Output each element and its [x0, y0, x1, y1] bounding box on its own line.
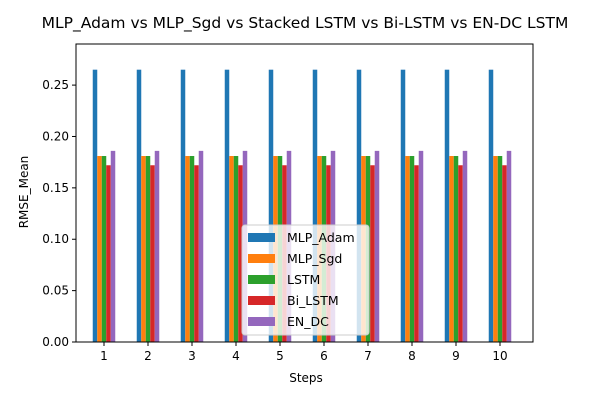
bar-bi-lstm-step-7	[370, 165, 375, 342]
y-tick-label: 0.20	[42, 129, 69, 143]
bar-mlp-adam-step-2	[136, 69, 142, 342]
bar-bi-lstm-step-4	[238, 165, 243, 342]
bar-bi-lstm-step-1	[106, 165, 111, 342]
bar-bi-lstm-step-3	[194, 165, 199, 342]
bar-en-dc-step-1	[110, 150, 116, 342]
bar-lstm-step-10	[497, 156, 503, 342]
bar-bi-lstm-step-10	[502, 165, 507, 342]
legend-swatch-lstm	[248, 275, 275, 284]
x-tick-label: 6	[320, 349, 328, 363]
x-tick-label: 7	[364, 349, 372, 363]
y-tick-label: 0.10	[42, 232, 69, 246]
bar-lstm-step-8	[409, 156, 415, 342]
x-tick-label: 3	[188, 349, 196, 363]
bar-mlp-adam-step-10	[488, 69, 494, 342]
legend-swatch-en-dc	[248, 317, 275, 326]
legend-swatch-mlp-sgd	[248, 254, 275, 263]
bar-mlp-adam-step-8	[400, 69, 406, 342]
bar-mlp-adam-step-4	[224, 69, 230, 342]
bar-mlp-adam-step-7	[356, 69, 362, 342]
y-axis-label: RMSE_Mean	[17, 156, 31, 229]
bar-lstm-step-4	[233, 156, 239, 342]
legend-label-lstm: LSTM	[287, 272, 320, 287]
legend-swatch-mlp-adam	[248, 233, 275, 242]
bar-en-dc-step-10	[506, 150, 512, 342]
legend-swatch-bi-lstm	[248, 296, 275, 305]
x-tick-label: 5	[276, 349, 284, 363]
legend-label-bi-lstm: Bi_LSTM	[287, 293, 339, 308]
bar-mlp-adam-step-6	[312, 69, 318, 342]
x-tick-label: 9	[452, 349, 460, 363]
bar-lstm-step-1	[101, 156, 107, 342]
bar-mlp-adam-step-9	[444, 69, 450, 342]
y-tick-label: 0.05	[42, 284, 69, 298]
legend-box	[241, 224, 370, 336]
legend: MLP_Adam MLP_Sgd LSTM Bi_LSTM EN_DC	[241, 224, 370, 336]
bar-lstm-step-3	[189, 156, 195, 342]
bar-en-dc-step-9	[462, 150, 468, 342]
legend-label-mlp-adam: MLP_Adam	[287, 230, 355, 245]
y-tick-label: 0.25	[42, 78, 69, 92]
bar-mlp-sgd-step-9	[449, 156, 454, 342]
x-axis-label: Steps	[289, 371, 323, 385]
bar-mlp-sgd-step-1	[97, 156, 102, 342]
x-tick-label: 10	[492, 349, 507, 363]
x-tick-label: 1	[100, 349, 108, 363]
bar-mlp-sgd-step-8	[405, 156, 410, 342]
axes-group: 0.00 0.05 0.10 0.15 0.20 0.25 1 2 3 4 5 6 7 8 9 10	[42, 43, 534, 363]
y-tick-label: 0.15	[42, 181, 69, 195]
bar-mlp-sgd-step-10	[493, 156, 498, 342]
x-tick-label: 2	[144, 349, 152, 363]
bar-en-dc-step-2	[154, 150, 160, 342]
y-tick-label: 0.00	[42, 335, 69, 349]
plot-frame	[75, 43, 534, 343]
x-tick-label: 4	[232, 349, 240, 363]
bars-group	[92, 69, 512, 342]
bar-bi-lstm-step-9	[458, 165, 463, 342]
bar-mlp-adam-step-3	[180, 69, 186, 342]
bar-en-dc-step-7	[374, 150, 380, 342]
chart-title: MLP_Adam vs MLP_Sgd vs Stacked LSTM vs B…	[42, 14, 569, 33]
legend-label-mlp-sgd: MLP_Sgd	[287, 251, 342, 266]
bar-lstm-step-9	[453, 156, 459, 342]
x-tick-label: 8	[408, 349, 416, 363]
bar-bi-lstm-step-2	[150, 165, 155, 342]
bar-mlp-adam-step-1	[92, 69, 98, 342]
bar-en-dc-step-3	[198, 150, 204, 342]
bar-en-dc-step-8	[418, 150, 424, 342]
bar-bi-lstm-step-8	[414, 165, 419, 342]
bar-mlp-sgd-step-4	[229, 156, 234, 342]
bar-mlp-sgd-step-3	[185, 156, 190, 342]
legend-label-en-dc: EN_DC	[287, 314, 329, 329]
bar-mlp-sgd-step-2	[141, 156, 146, 342]
bar-lstm-step-2	[145, 156, 151, 342]
bar-mlp-adam-step-5	[268, 69, 274, 342]
